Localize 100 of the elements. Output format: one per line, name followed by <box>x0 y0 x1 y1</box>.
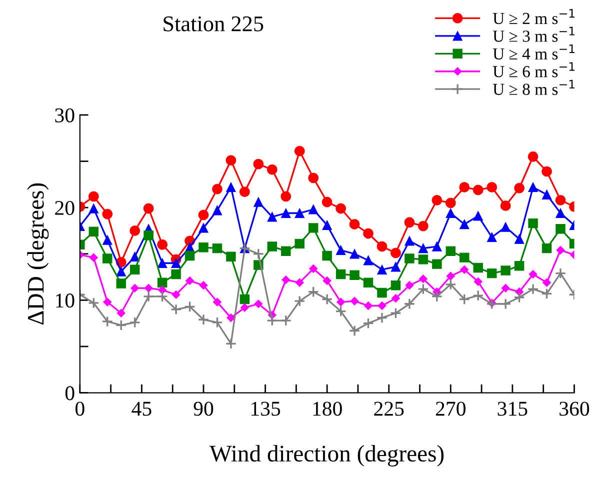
point <box>418 254 428 264</box>
point <box>390 280 401 290</box>
point <box>486 268 497 278</box>
point <box>199 281 208 290</box>
point <box>542 243 552 254</box>
point <box>528 270 538 279</box>
point <box>212 316 223 328</box>
point <box>474 277 482 286</box>
point <box>348 325 360 336</box>
point <box>144 284 153 292</box>
point <box>142 290 154 302</box>
point <box>486 298 498 310</box>
point <box>171 269 181 280</box>
point <box>542 190 552 200</box>
point <box>363 278 374 288</box>
point <box>460 252 470 262</box>
point <box>308 223 318 233</box>
y-axis-title: ΔDD (degrees) <box>27 183 49 324</box>
point <box>473 211 483 221</box>
point <box>514 292 526 304</box>
chart-title: Station 225 <box>164 16 264 32</box>
point <box>322 250 332 261</box>
point <box>514 234 524 244</box>
point <box>349 219 360 230</box>
point <box>391 294 400 303</box>
point <box>130 264 140 274</box>
point <box>541 288 552 300</box>
y-tick-label: 0 <box>65 386 74 400</box>
point <box>445 198 456 208</box>
point <box>89 253 98 262</box>
point <box>266 314 278 326</box>
point <box>527 283 539 295</box>
point <box>240 294 250 304</box>
point <box>170 304 182 316</box>
point <box>212 243 222 254</box>
point <box>322 220 332 230</box>
x-tick-label: 270 <box>436 402 466 416</box>
point <box>294 208 304 218</box>
point <box>294 146 305 156</box>
point <box>556 224 566 234</box>
point <box>404 236 414 246</box>
point <box>554 268 566 280</box>
point <box>336 269 346 280</box>
point <box>308 286 320 298</box>
point <box>184 300 196 312</box>
point <box>240 303 249 312</box>
point <box>198 210 209 220</box>
point <box>500 298 512 310</box>
point <box>116 278 126 288</box>
x-axis-title: Wind direction (degrees) <box>210 445 444 466</box>
point <box>404 298 416 310</box>
y-tick-label: 20 <box>55 200 74 215</box>
point <box>226 182 236 192</box>
point <box>404 217 415 228</box>
point <box>157 278 168 288</box>
point <box>212 184 222 194</box>
point <box>102 235 112 245</box>
point <box>171 258 181 268</box>
point <box>446 272 455 280</box>
point <box>321 294 333 305</box>
point <box>473 262 483 273</box>
point <box>446 246 456 256</box>
point <box>102 208 113 220</box>
point <box>486 182 498 192</box>
point <box>102 316 114 328</box>
point <box>88 191 99 202</box>
point <box>185 276 194 286</box>
point <box>542 278 552 287</box>
point <box>144 230 154 240</box>
point <box>378 301 386 310</box>
point <box>130 284 140 292</box>
point <box>198 242 208 252</box>
point <box>362 318 374 330</box>
legend-label: U ≥ 3 m s$^{−1}$ <box>492 26 574 42</box>
x-tick-label: 180 <box>313 402 342 416</box>
point <box>281 246 291 256</box>
point <box>88 204 99 214</box>
point <box>309 264 318 273</box>
point <box>459 182 470 192</box>
point <box>418 274 428 284</box>
x-tick-label: 225 <box>374 402 404 416</box>
legend-label: U ≥ 4 m s$^{−1}$ <box>492 44 574 60</box>
point <box>335 306 347 317</box>
point <box>514 261 524 271</box>
point <box>390 307 402 319</box>
point <box>308 204 318 214</box>
point <box>472 184 484 196</box>
point <box>88 297 100 309</box>
point <box>266 164 278 175</box>
point <box>472 290 484 302</box>
point <box>432 194 442 206</box>
point <box>432 242 442 252</box>
point <box>390 262 401 272</box>
point <box>390 248 401 258</box>
point <box>102 254 112 264</box>
point <box>500 222 510 232</box>
point <box>252 248 264 260</box>
point <box>350 249 360 259</box>
point <box>295 278 304 287</box>
point <box>157 258 168 268</box>
